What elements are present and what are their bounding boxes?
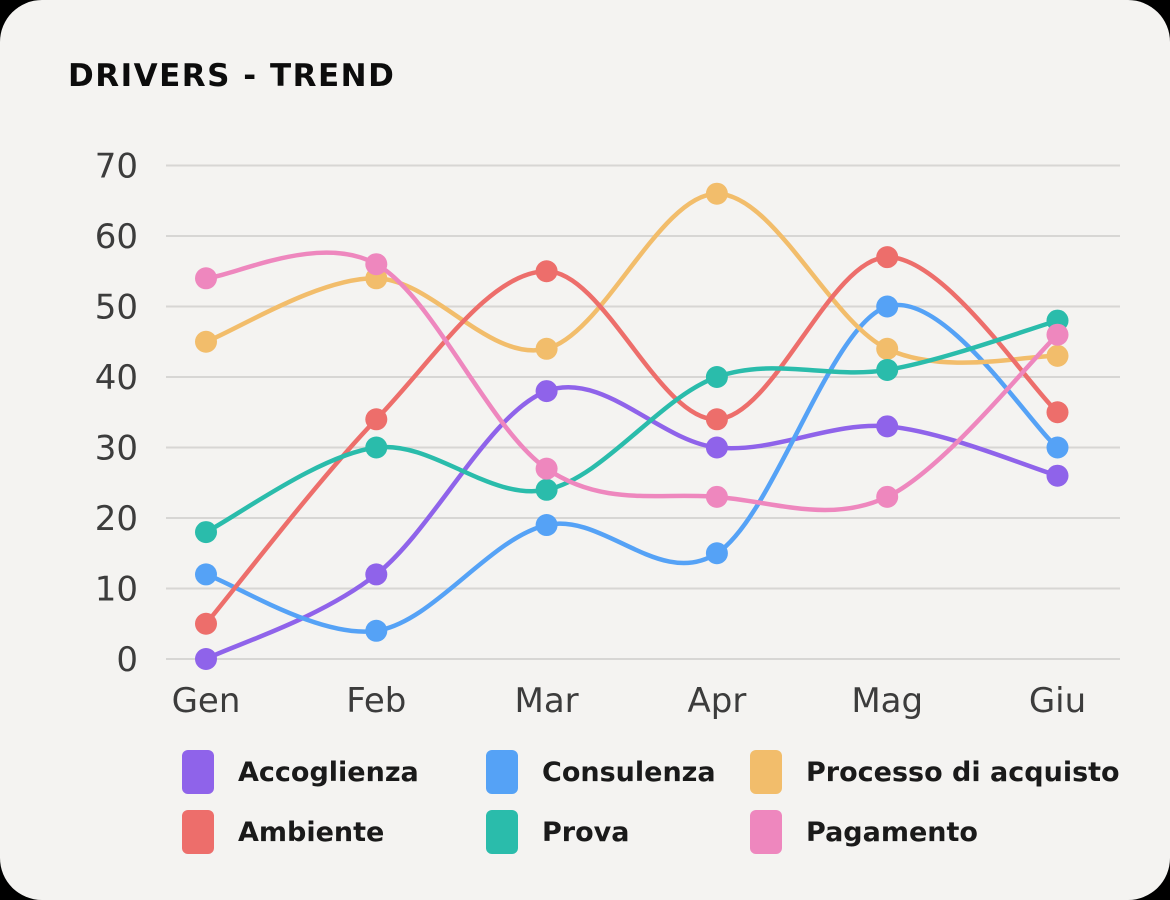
legend-label: Consulenza (542, 756, 716, 788)
legend-swatch-processo-di-acquisto (750, 750, 782, 794)
legend-item-prova[interactable]: Prova (486, 810, 750, 854)
legend-swatch-prova (486, 810, 518, 854)
legend-item-processo-di-acquisto[interactable]: Processo di acquisto (750, 750, 1120, 794)
data-point-processo-di-acquisto (195, 330, 217, 353)
series-line-processo-di-acquisto (203, 191, 1060, 365)
data-point-ambiente (365, 408, 388, 431)
y-tick-label: 50 (95, 288, 138, 328)
data-point-prova (535, 478, 558, 501)
legend-label: Processo di acquisto (806, 756, 1120, 788)
data-point-consulenza (535, 514, 558, 537)
y-tick-label: 70 (95, 147, 138, 187)
data-point-consulenza (365, 619, 388, 642)
legend-item-ambiente[interactable]: Ambiente (182, 810, 486, 854)
data-point-ambiente (876, 246, 899, 269)
y-tick-label: 0 (116, 640, 138, 680)
x-tick-label-feb: Feb (346, 681, 406, 721)
chart-legend: Accoglienza Consulenza Processo di acquist… (182, 750, 1120, 854)
data-point-accoglienza (705, 436, 728, 459)
y-tick-label: 30 (95, 429, 138, 469)
data-point-accoglienza (365, 563, 388, 586)
data-point-consulenza (195, 563, 217, 586)
legend-label: Pagamento (806, 816, 978, 848)
legend-label: Accoglienza (238, 756, 419, 788)
legend-swatch-accoglienza (182, 750, 214, 794)
data-point-pagamento (1046, 323, 1069, 346)
legend-swatch-consulenza (486, 750, 518, 794)
data-point-pagamento (535, 457, 558, 480)
data-point-processo-di-acquisto (1046, 344, 1069, 367)
data-point-accoglienza (195, 648, 217, 670)
y-tick-label: 40 (95, 358, 138, 398)
data-point-pagamento (365, 253, 388, 276)
data-point-accoglienza (1046, 464, 1069, 487)
x-tick-label-apr: Apr (687, 681, 746, 721)
y-tick-label: 60 (95, 217, 138, 257)
data-point-processo-di-acquisto (535, 337, 558, 360)
data-point-accoglienza (535, 380, 558, 403)
data-point-ambiente (535, 260, 558, 283)
data-point-prova (705, 366, 728, 388)
series-line-ambiente (203, 254, 1060, 626)
data-point-accoglienza (876, 415, 899, 438)
data-point-pagamento (195, 267, 217, 290)
x-tick-label-mar: Mar (515, 681, 579, 721)
data-point-prova (365, 436, 388, 459)
data-point-consulenza (705, 542, 728, 565)
x-tick-label-gen: Gen (172, 681, 241, 721)
legend-item-pagamento[interactable]: Pagamento (750, 810, 1120, 854)
legend-label: Ambiente (238, 816, 385, 848)
data-point-processo-di-acquisto (876, 337, 899, 360)
y-tick-label: 20 (95, 499, 138, 539)
data-point-pagamento (705, 485, 728, 508)
data-point-consulenza (1046, 436, 1069, 459)
data-point-processo-di-acquisto (705, 182, 728, 205)
data-point-ambiente (705, 408, 728, 431)
legend-item-consulenza[interactable]: Consulenza (486, 750, 750, 794)
legend-label: Prova (542, 816, 630, 848)
chart-title: DRIVERS - TREND (68, 58, 396, 94)
data-point-prova (195, 521, 217, 544)
series-line-pagamento (203, 250, 1060, 513)
y-tick-label: 10 (95, 570, 138, 610)
data-point-prova (876, 358, 899, 381)
x-tick-label-mag: Mag (851, 681, 923, 721)
data-point-pagamento (876, 485, 899, 508)
data-point-ambiente (1046, 401, 1069, 424)
data-point-ambiente (195, 612, 217, 635)
legend-item-accoglienza[interactable]: Accoglienza (182, 750, 486, 794)
series-line-accoglienza (203, 384, 1060, 662)
series-line-prova (203, 318, 1060, 535)
x-tick-label-giu: Giu (1029, 681, 1086, 721)
legend-swatch-ambiente (182, 810, 214, 854)
data-point-consulenza (876, 295, 899, 318)
legend-swatch-pagamento (750, 810, 782, 854)
